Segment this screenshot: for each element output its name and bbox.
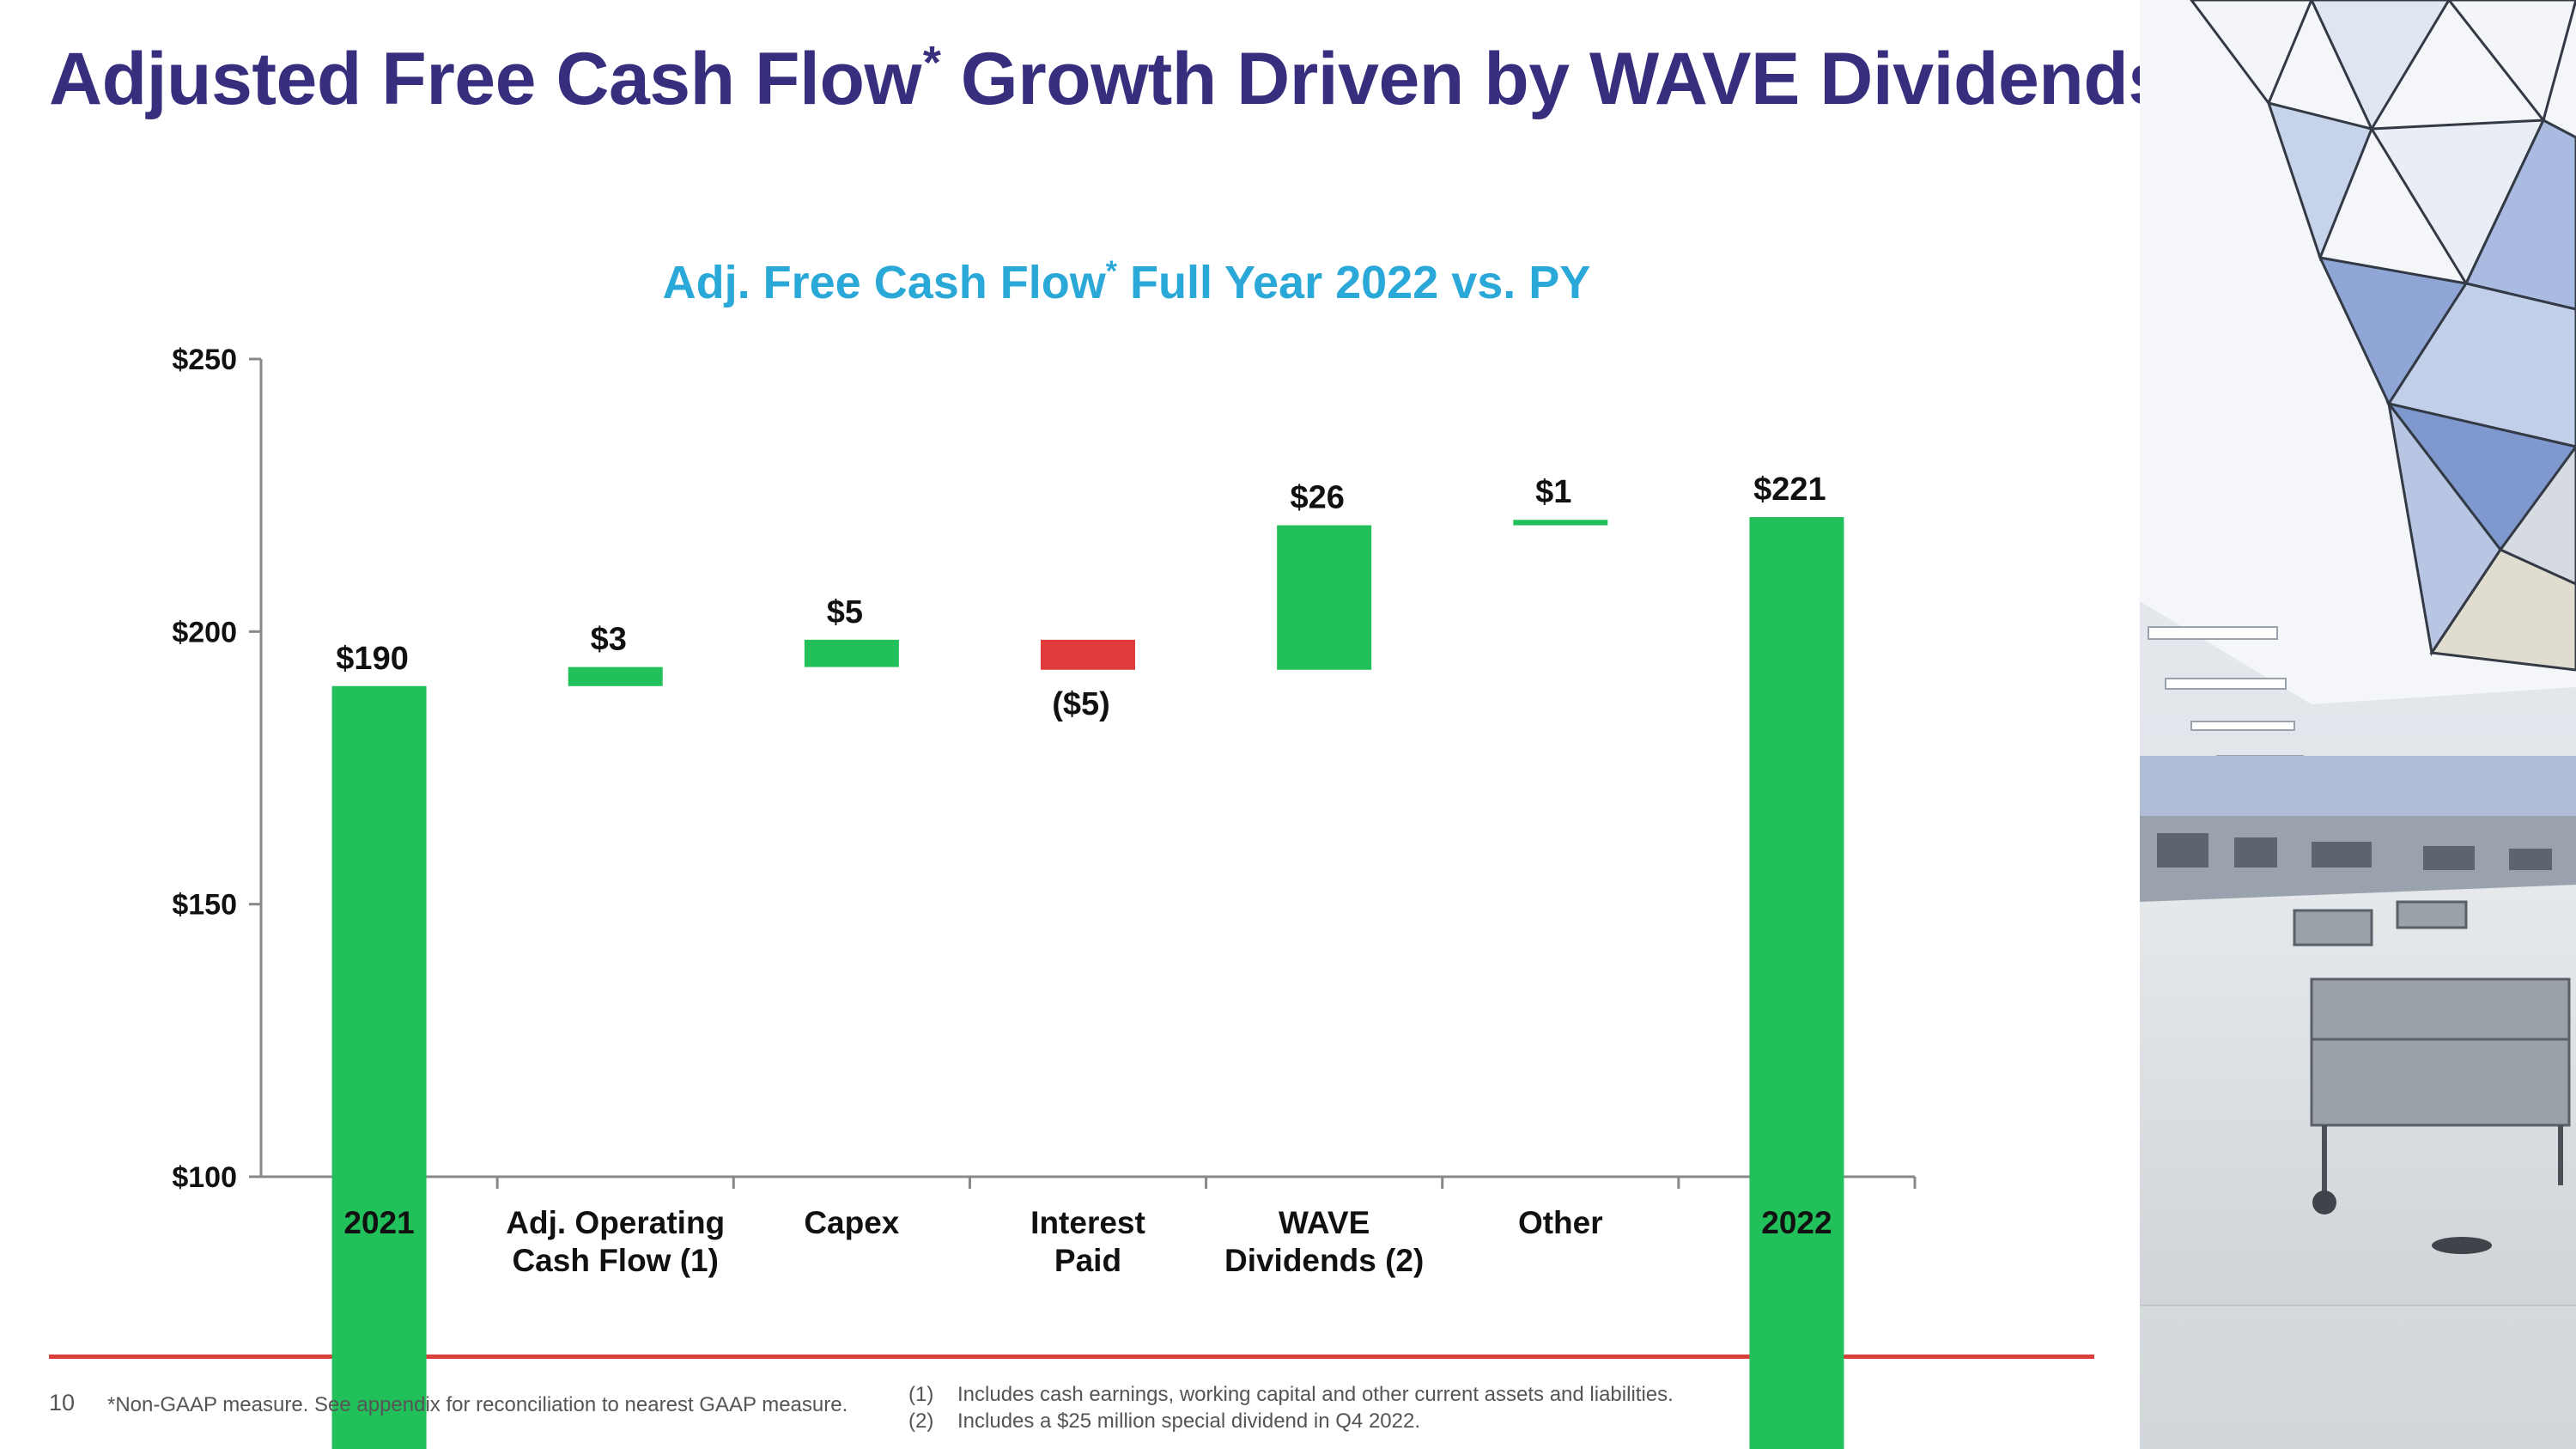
bar-decrease (1041, 639, 1135, 670)
data-label: $26 (1290, 480, 1344, 516)
footnote-2: (2) Includes a $25 million special divid… (908, 1408, 1674, 1434)
data-label: $5 (827, 594, 863, 630)
y-tick-label: $100 (172, 1161, 237, 1194)
footnote-2-text: Includes a $25 million special dividend … (957, 1409, 1421, 1433)
footnote-2-number: (2) (908, 1409, 934, 1433)
bar-increase (568, 667, 663, 686)
footnote-1-text: Includes cash earnings, working capital … (957, 1383, 1674, 1406)
y-tick-label: $250 (172, 344, 237, 376)
data-label: $1 (1535, 474, 1571, 510)
page-number: 10 (49, 1390, 76, 1416)
y-tick-label: $150 (172, 889, 237, 922)
waterfall-chart: Adj. Free Cash Flow* Full Year 2022 vs. … (172, 255, 1917, 1194)
footnote-1-number: (1) (908, 1383, 934, 1406)
lab-interior-photo (2140, 0, 2576, 1449)
footnote-1: (1) Includes cash earnings, working capi… (908, 1381, 1674, 1408)
slide-title: Adjusted Free Cash Flow* Growth Driven b… (49, 37, 2169, 120)
footnotes: (1) Includes cash earnings, working capi… (908, 1381, 1674, 1434)
data-label: $3 (591, 622, 627, 658)
y-tick-label: $200 (172, 616, 237, 648)
bar-increase (1513, 520, 1608, 526)
non-gaap-footnote: *Non-GAAP measure. See appendix for reco… (107, 1393, 848, 1416)
bar-increase (804, 639, 899, 667)
data-label: ($5) (1052, 686, 1110, 722)
data-label: $190 (336, 641, 409, 677)
photo-illustration (2140, 0, 2576, 1449)
bar-increase (1277, 525, 1372, 670)
footer-divider (49, 1355, 2094, 1359)
data-label: $221 (1753, 472, 1826, 508)
chart-title: Adj. Free Cash Flow* Full Year 2022 vs. … (663, 255, 1591, 308)
